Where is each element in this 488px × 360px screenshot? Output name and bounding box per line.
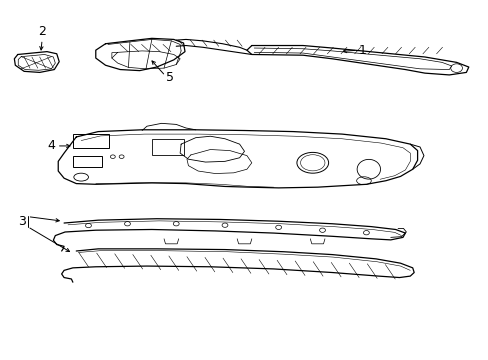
Bar — [73, 134, 109, 148]
Bar — [73, 156, 102, 167]
Text: 3: 3 — [18, 215, 26, 228]
Text: 1: 1 — [358, 44, 366, 57]
Text: 4: 4 — [47, 139, 55, 152]
Text: 2: 2 — [38, 25, 46, 39]
Bar — [152, 139, 183, 155]
Text: 5: 5 — [166, 71, 174, 84]
